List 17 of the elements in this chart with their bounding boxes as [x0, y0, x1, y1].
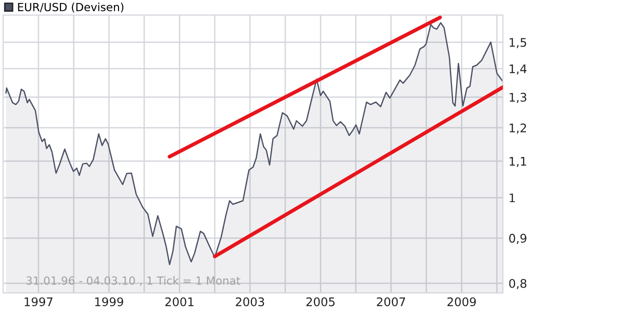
x-tick-label: 2007 [376, 297, 406, 306]
legend-label: EUR/USD (Devisen) [18, 2, 124, 13]
x-tick-label: 2001 [165, 297, 194, 306]
annotation: 31.01.96 - 04.03.10 , 1 Tick = 1 Monat [26, 276, 240, 286]
y-tick-label: 1,5 [510, 38, 526, 48]
y-tick-label: 0,9 [509, 234, 526, 244]
y-tick-label: 1 [510, 194, 515, 202]
x-tick-label: 2009 [447, 297, 476, 306]
y-tick-label: 1,1 [510, 157, 526, 167]
y-tick-label: 0,8 [509, 278, 526, 290]
x-tick-label: 2003 [236, 297, 264, 306]
x-tick-label: 2005 [306, 297, 335, 306]
y-tick-label: 1,4 [510, 64, 527, 75]
x-tick-label: 1999 [95, 297, 124, 306]
x-tick-label: 1997 [24, 297, 52, 306]
y-tick-label: 1,2 [510, 124, 526, 134]
y-tick-label: 1,3 [510, 92, 526, 103]
